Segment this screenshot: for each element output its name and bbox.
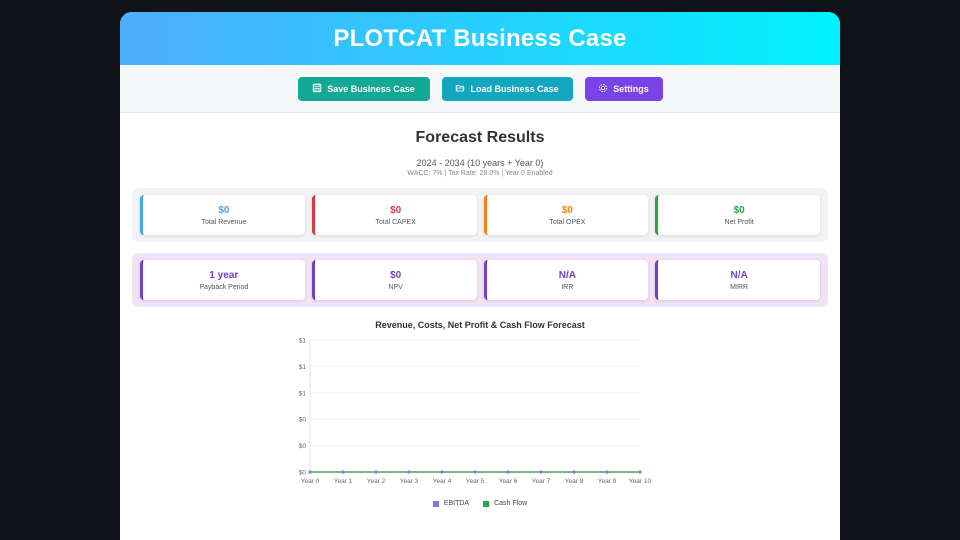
metric-label: MIRR — [730, 283, 749, 291]
metric-value: $0 — [218, 204, 230, 216]
x-tick-label: Year 5 — [466, 478, 485, 485]
data-point — [407, 470, 411, 474]
x-tick-label: Year 9 — [598, 478, 617, 485]
data-point — [638, 470, 642, 474]
x-tick-label: Year 6 — [499, 478, 518, 485]
y-tick-label: $0 — [299, 470, 307, 477]
load-business-case-label: Load Business Case — [470, 83, 559, 94]
metric-label: Net Profit — [724, 218, 754, 226]
y-tick-label: $1 — [299, 390, 307, 397]
metric-card-npv: $0 NPV — [311, 260, 477, 300]
y-tick-label: $1 — [299, 364, 307, 371]
folder-open-icon — [455, 83, 466, 95]
data-point — [440, 470, 444, 474]
metric-label: Total Revenue — [201, 218, 247, 226]
metric-card-net-profit: $0 Net Profit — [655, 195, 820, 235]
metric-value: $0 — [561, 204, 573, 216]
data-point — [572, 470, 576, 474]
settings-label: Settings — [613, 83, 649, 94]
x-tick-label: Year 8 — [565, 478, 584, 485]
results-title: Forecast Results — [415, 129, 545, 146]
x-tick-label: Year 3 — [400, 478, 419, 485]
metric-card-total-capex: $0 Total CAPEX — [311, 195, 477, 235]
results-section: Forecast Results 2024 - 2034 (10 years +… — [120, 129, 840, 507]
legend-swatch — [483, 500, 490, 507]
metric-label: Total OPEX — [549, 218, 586, 226]
forecast-parameters: WACC: 7% | Tax Rate: 28.0% | Year 0 Enab… — [407, 170, 553, 177]
metric-card-payback-period: 1 year Payback Period — [140, 260, 305, 300]
forecast-period: 2024 - 2034 (10 years + Year 0) — [416, 158, 544, 168]
app-header: PLOTCAT Business Case — [120, 12, 840, 65]
legend-label: Cash Flow — [494, 500, 528, 507]
x-tick-label: Year 4 — [433, 478, 452, 485]
settings-button[interactable]: Settings — [584, 76, 663, 101]
metric-value: N/A — [730, 269, 748, 281]
legend-item[interactable]: Cash Flow — [483, 500, 527, 507]
legend-item[interactable]: EBITDA — [432, 500, 470, 507]
metric-card-total-opex: $0 Total OPEX — [483, 195, 649, 235]
metric-card-irr: N/A IRR — [483, 260, 649, 300]
data-point — [308, 470, 312, 474]
metric-label: IRR — [561, 283, 574, 291]
data-point — [374, 470, 378, 474]
metric-value: 1 year — [209, 269, 239, 281]
data-point — [506, 470, 510, 474]
save-business-case-label: Save Business Case — [327, 83, 415, 94]
metric-card-total-revenue: $0 Total Revenue — [140, 195, 305, 235]
app-title: PLOTCAT Business Case — [333, 24, 627, 52]
gear-icon — [598, 83, 608, 95]
metric-value: $0 — [733, 204, 745, 216]
save-business-case-button[interactable]: Save Business Case — [297, 76, 430, 101]
x-tick-label: Year 1 — [334, 478, 353, 485]
app-window: PLOTCAT Business Case Save Business Case… — [120, 12, 840, 540]
metric-label: Total CAPEX — [375, 218, 416, 226]
x-tick-label: Year 2 — [367, 478, 386, 485]
x-tick-label: Year 0 — [301, 478, 320, 485]
data-point — [539, 470, 543, 474]
save-icon — [312, 83, 322, 95]
metric-value: $0 — [390, 269, 402, 281]
metric-value: $0 — [390, 204, 402, 216]
financial-totals-panel: $0 Total Revenue $0 Total CAPEX $0 Total… — [132, 188, 828, 242]
chart-title: Revenue, Costs, Net Profit & Cash Flow F… — [375, 320, 585, 330]
metric-card-mirr: N/A MIRR — [655, 260, 820, 300]
metric-label: Payback Period — [199, 283, 249, 291]
legend-swatch — [432, 500, 439, 507]
data-point — [605, 470, 609, 474]
data-point — [341, 470, 345, 474]
investment-metrics-panel: 1 year Payback Period $0 NPV N/A IRR N/A… — [132, 253, 828, 307]
metric-value: N/A — [558, 269, 576, 281]
y-tick-label: $1 — [299, 338, 307, 345]
data-point — [473, 470, 477, 474]
legend-label: EBITDA — [443, 500, 470, 507]
x-tick-label: Year 10 — [629, 478, 652, 485]
x-tick-label: Year 7 — [532, 478, 551, 485]
metric-label: NPV — [388, 283, 403, 291]
chart-legend: EBITDA Cash Flow — [132, 500, 828, 507]
y-tick-label: $0 — [299, 443, 307, 450]
toolbar: Save Business Case Load Business Case Se… — [120, 65, 840, 113]
load-business-case-button[interactable]: Load Business Case — [441, 76, 573, 101]
y-tick-label: $0 — [299, 417, 307, 424]
